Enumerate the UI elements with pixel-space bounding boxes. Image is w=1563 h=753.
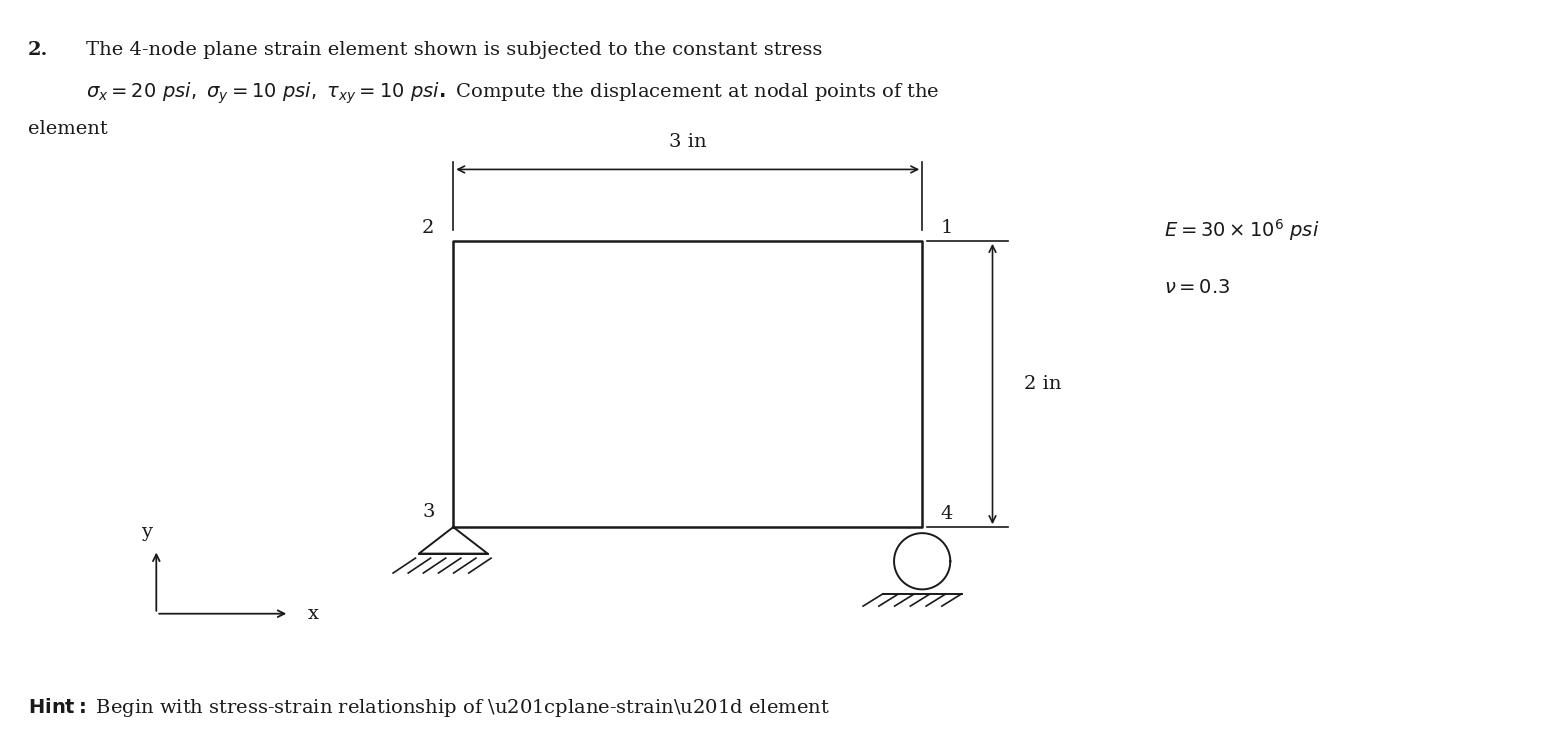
Text: 2: 2 xyxy=(422,219,435,237)
Text: 3 in: 3 in xyxy=(669,133,706,151)
Text: $\mathbf{Hint:}$ Begin with stress-strain relationship of \u201cplane-strain\u20: $\mathbf{Hint:}$ Begin with stress-strai… xyxy=(28,696,830,719)
Text: $\nu = 0.3$: $\nu = 0.3$ xyxy=(1164,279,1230,297)
Text: $\sigma_x = 20\ \mathit{psi},\ \sigma_y = 10\ \mathit{psi},\ \tau_{xy} = 10\ \ma: $\sigma_x = 20\ \mathit{psi},\ \sigma_y … xyxy=(86,81,939,106)
Text: 3: 3 xyxy=(422,503,435,521)
Text: 1: 1 xyxy=(941,219,953,237)
Text: The 4-node plane strain element shown is subjected to the constant stress: The 4-node plane strain element shown is… xyxy=(86,41,822,59)
Text: y: y xyxy=(141,523,153,541)
Text: $E = 30\times10^6\ \mathit{psi}$: $E = 30\times10^6\ \mathit{psi}$ xyxy=(1164,217,1319,242)
Text: 4: 4 xyxy=(941,505,953,523)
Text: element: element xyxy=(28,120,108,139)
Text: 2 in: 2 in xyxy=(1024,375,1061,393)
Text: x: x xyxy=(308,605,319,623)
Text: 2.: 2. xyxy=(28,41,48,59)
